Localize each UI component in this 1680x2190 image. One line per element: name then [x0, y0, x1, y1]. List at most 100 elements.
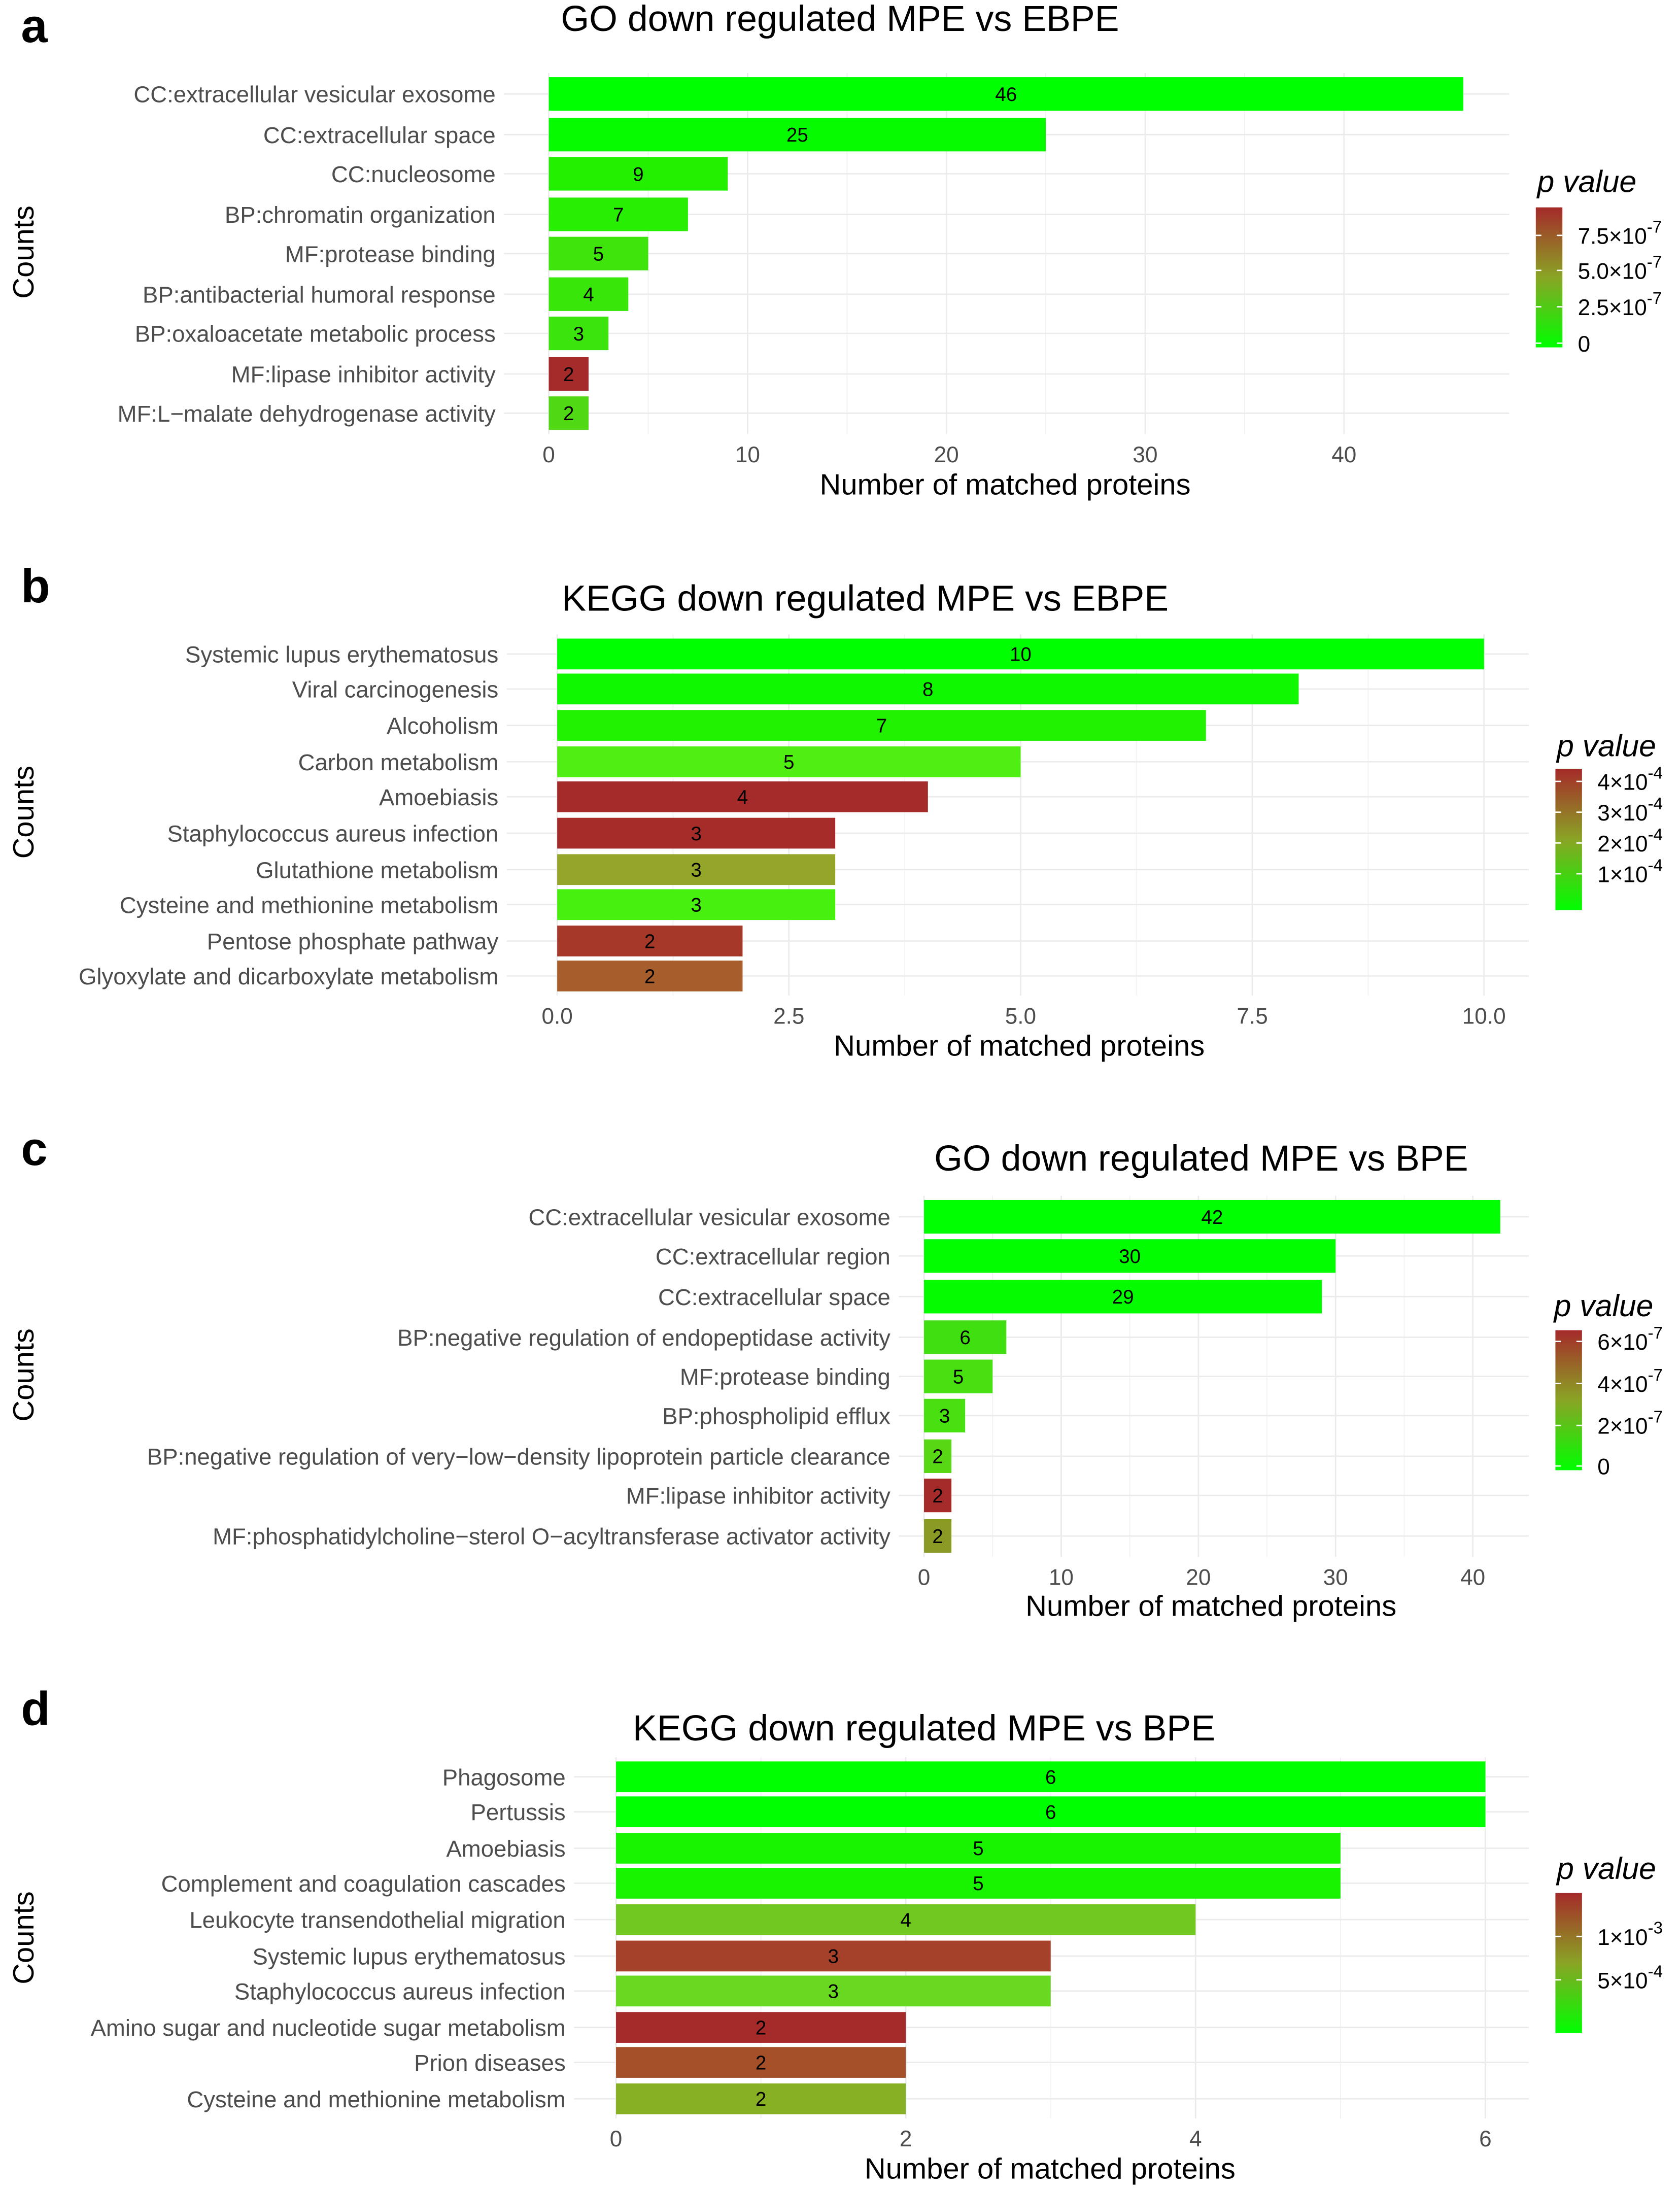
category-label: MF:L−malate dehydrogenase activity	[118, 401, 496, 427]
panel-d: d KEGG down regulated MPE vs BPE 0 2 4 6 6 Phag…	[8, 1682, 1663, 2185]
bar	[548, 197, 688, 231]
bar	[557, 926, 743, 956]
category-label: Pentose phosphate pathway	[207, 929, 499, 954]
bar	[557, 817, 836, 849]
bar-value-label: 46	[995, 84, 1017, 106]
x-tick-label: 0	[610, 2127, 623, 2151]
legend-tick-label: 7.5×10-7	[1578, 218, 1662, 249]
category-label: Phagosome	[442, 1764, 566, 1790]
bar-value-label: 5	[953, 1366, 964, 1388]
legend-tick-exponent: -3	[1648, 1919, 1663, 1938]
legend-tick-label: 1×10-3	[1597, 1919, 1663, 1950]
bar-value-label: 3	[691, 895, 701, 916]
bar	[557, 889, 836, 920]
category-label: MF:protease binding	[285, 241, 496, 267]
legend-tick-exponent: -7	[1647, 289, 1662, 308]
bar-value-label: 2	[563, 364, 574, 386]
legend-tick-mantissa: 6×10	[1597, 1330, 1648, 1355]
category-label: CC:extracellular space	[658, 1284, 890, 1310]
x-tick-label: 2.5	[773, 1004, 804, 1029]
bar	[924, 1398, 966, 1432]
legend-tick-label: 2×10-7	[1597, 1408, 1663, 1439]
category-label: BP:oxaloacetate metabolic process	[135, 321, 496, 347]
bar-value-label: 4	[737, 786, 748, 808]
p-value-legend: p value 1×10-3 5×10-4	[1555, 1851, 1663, 2033]
x-tick-label: 30	[1133, 442, 1157, 467]
x-tick-label: 10	[735, 442, 760, 467]
bar-value-label: 3	[939, 1406, 950, 1427]
bar-value-label: 3	[573, 323, 584, 345]
bar-value-label: 6	[1045, 1801, 1056, 1823]
legend-tick-exponent: -7	[1647, 218, 1662, 236]
x-tick-label: 7.5	[1237, 1004, 1267, 1029]
bar	[616, 2047, 906, 2078]
bar	[924, 1280, 1322, 1314]
category-label: Leukocyte transendothelial migration	[189, 1907, 565, 1933]
legend-tick-mantissa: 7.5×10	[1578, 224, 1647, 249]
bar	[616, 2083, 906, 2114]
bar	[924, 1479, 952, 1513]
bar	[557, 673, 1299, 705]
legend-tick-mantissa: 5.0×10	[1578, 259, 1647, 284]
legend-tick-label: 2.5×10-7	[1578, 289, 1662, 320]
bar	[924, 1519, 952, 1553]
x-axis-title: Number of matched proteins	[820, 468, 1191, 501]
x-tick-label: 20	[1186, 1565, 1211, 1590]
legend-tick-exponent: -7	[1648, 1324, 1663, 1343]
bar	[616, 1904, 1196, 1935]
category-label: MF:phosphatidylcholine−sterol O−acyltran…	[213, 1524, 890, 1550]
legend-tick-exponent: -4	[1648, 826, 1663, 844]
legend-tick-exponent: -4	[1648, 764, 1663, 782]
category-label: Glyoxylate and dicarboxylate metabolism	[79, 964, 498, 989]
bar	[548, 357, 589, 391]
category-label: Alcoholism	[387, 713, 498, 739]
bar	[548, 396, 589, 430]
bar-value-label: 29	[1112, 1286, 1134, 1308]
legend-tick-label: 1×10-4	[1597, 857, 1663, 887]
bar	[548, 277, 629, 311]
color-bar	[1555, 1330, 1582, 1470]
x-tick-label: 6	[1479, 2127, 1492, 2151]
legend-tick-label: 2×10-4	[1597, 826, 1663, 857]
bar	[548, 157, 728, 191]
bar-value-label: 3	[691, 823, 701, 845]
legend-tick-mantissa: 1×10	[1597, 863, 1648, 887]
legend-tick-label: 3×10-4	[1597, 795, 1663, 826]
category-label: Amoebiasis	[446, 1836, 565, 1862]
legend-tick-label: 0	[1578, 332, 1591, 357]
bar-value-label: 3	[691, 860, 701, 881]
category-label: BP:chromatin organization	[225, 202, 496, 228]
category-label: Prion diseases	[414, 2050, 566, 2076]
bar-value-label: 10	[1010, 644, 1032, 666]
y-axis-title: Counts	[8, 766, 40, 859]
bar-value-label: 2	[932, 1446, 943, 1468]
legend-tick-label: 5×10-4	[1597, 1962, 1663, 1993]
category-label: MF:lipase inhibitor activity	[231, 362, 496, 388]
bar	[557, 854, 836, 885]
color-bar	[1555, 1893, 1582, 2033]
legend-tick-mantissa: 3×10	[1597, 801, 1648, 826]
category-label: Pertussis	[471, 1799, 566, 1825]
panel-label: d	[21, 1682, 50, 1735]
bar	[924, 1359, 993, 1393]
y-axis-title: Counts	[8, 206, 40, 299]
bar-value-label: 8	[922, 679, 933, 701]
bar	[616, 1833, 1341, 1864]
x-tick-label: 40	[1331, 442, 1356, 467]
legend-tick-mantissa: 0	[1578, 332, 1591, 357]
category-label: CC:extracellular vesicular exosome	[133, 82, 495, 108]
x-tick-label: 0	[918, 1565, 931, 1590]
bar	[924, 1320, 1007, 1354]
bar-value-label: 2	[932, 1485, 943, 1507]
bar-value-label: 2	[644, 931, 655, 952]
bar-value-label: 30	[1119, 1246, 1141, 1268]
legend-tick-label: 6×10-7	[1597, 1324, 1663, 1355]
bar	[548, 77, 1463, 111]
x-axis-title: Number of matched proteins	[1025, 1590, 1396, 1622]
panel-label: b	[21, 559, 50, 612]
panel-b: b KEGG down regulated MPE vs EBPE 0.0 2.5 5.…	[8, 559, 1663, 1063]
bar-value-label: 2	[756, 2052, 766, 2074]
